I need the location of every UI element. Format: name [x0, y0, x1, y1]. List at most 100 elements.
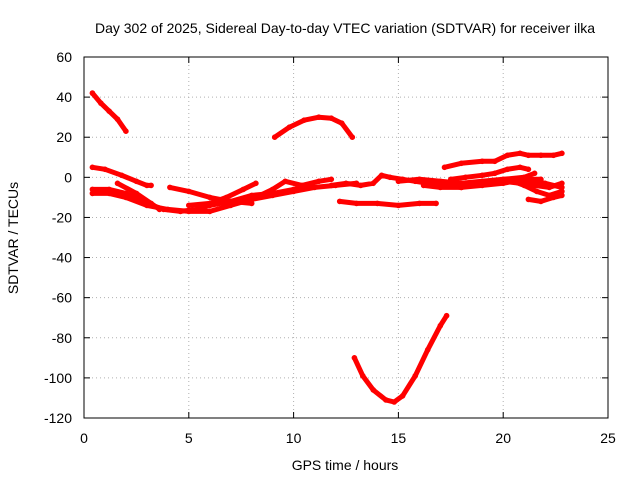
series-track-3	[351, 313, 450, 405]
data-point	[383, 397, 389, 403]
data-point	[370, 180, 377, 187]
data-point	[106, 186, 112, 193]
y-tick-label: -80	[52, 330, 72, 346]
grid	[84, 57, 608, 418]
y-tick-label: -40	[52, 250, 72, 266]
data-point	[395, 202, 402, 209]
data-point	[240, 186, 247, 193]
x-tick-label: 0	[80, 430, 88, 446]
data-point	[177, 208, 184, 215]
data-point	[328, 176, 335, 183]
data-point	[148, 200, 154, 207]
data-point	[282, 178, 289, 185]
data-point	[311, 184, 318, 191]
data-point	[492, 158, 498, 165]
data-point	[349, 134, 356, 140]
data-point	[160, 206, 167, 213]
series-track-7	[115, 180, 162, 212]
data-point	[441, 164, 448, 171]
data-point	[479, 172, 486, 179]
x-tick-label: 10	[286, 430, 302, 446]
data-point	[559, 150, 565, 157]
data-point	[479, 180, 486, 187]
data-point	[531, 170, 538, 177]
data-point	[517, 150, 523, 157]
data-point	[351, 355, 358, 361]
data-point	[483, 180, 490, 187]
data-point	[458, 160, 465, 167]
data-point	[353, 200, 360, 207]
data-point	[504, 176, 511, 183]
data-point	[207, 194, 213, 201]
data-point	[186, 202, 192, 209]
data-point	[328, 182, 335, 189]
data-point	[448, 176, 454, 183]
y-tick-label: 0	[64, 169, 72, 185]
data-point	[339, 120, 345, 126]
data-point	[433, 200, 439, 207]
data-point	[395, 178, 402, 185]
data-point	[412, 373, 419, 379]
data-point	[416, 200, 423, 207]
y-tick-label: 40	[56, 89, 72, 105]
data-series	[89, 90, 565, 405]
data-point	[98, 100, 104, 106]
x-tick-label: 15	[391, 430, 407, 446]
data-point	[207, 208, 213, 215]
chart-title: Day 302 of 2025, Sidereal Day-to-day VTE…	[95, 20, 595, 36]
data-point	[299, 182, 305, 189]
data-point	[538, 152, 544, 159]
data-point	[458, 184, 465, 191]
data-point	[227, 198, 234, 205]
y-tick-label: -60	[52, 290, 72, 306]
data-point	[253, 180, 259, 187]
data-point	[550, 152, 557, 159]
data-point	[504, 152, 511, 159]
data-point	[525, 196, 532, 203]
y-axis-label: SDTVAR / TECUs	[5, 182, 21, 294]
data-point	[133, 190, 140, 197]
data-point	[559, 180, 565, 187]
plot-frame	[83, 56, 609, 419]
data-point	[186, 188, 192, 195]
data-point	[114, 180, 121, 187]
data-point	[424, 347, 431, 353]
data-point	[462, 174, 469, 181]
data-point	[89, 190, 96, 197]
data-point	[102, 166, 108, 173]
data-point	[336, 198, 343, 205]
data-point	[148, 182, 154, 189]
data-point	[133, 178, 140, 185]
data-point	[416, 176, 423, 183]
data-point	[248, 200, 255, 207]
x-tick-labels: 0 5 10 15 20 25	[80, 430, 616, 446]
x-axis-label: GPS time / hours	[292, 457, 399, 473]
data-point	[123, 128, 129, 134]
data-point	[343, 180, 349, 187]
data-point	[492, 170, 498, 177]
y-tick-labels: -120 -100 -80 -60 -40 -20 0 20 40 60	[44, 49, 72, 426]
data-point	[443, 312, 450, 319]
data-point	[89, 164, 96, 171]
data-point	[521, 176, 527, 183]
data-point	[223, 194, 230, 201]
data-point	[479, 158, 486, 165]
data-point	[525, 166, 532, 173]
data-point	[399, 393, 406, 399]
data-point	[538, 198, 544, 205]
data-point	[357, 182, 364, 189]
data-point	[559, 188, 565, 195]
data-point	[370, 387, 377, 393]
data-point	[316, 178, 322, 185]
x-tick-label: 25	[600, 430, 616, 446]
data-point	[391, 399, 398, 405]
y-tick-label: -100	[44, 370, 72, 386]
data-point	[420, 182, 427, 189]
data-point	[437, 184, 444, 191]
data-point	[559, 192, 565, 199]
data-point	[123, 190, 129, 197]
y-tick-label: -20	[52, 209, 72, 225]
data-point	[521, 182, 527, 189]
data-point	[290, 186, 297, 193]
y-tick-label: 60	[56, 49, 72, 65]
